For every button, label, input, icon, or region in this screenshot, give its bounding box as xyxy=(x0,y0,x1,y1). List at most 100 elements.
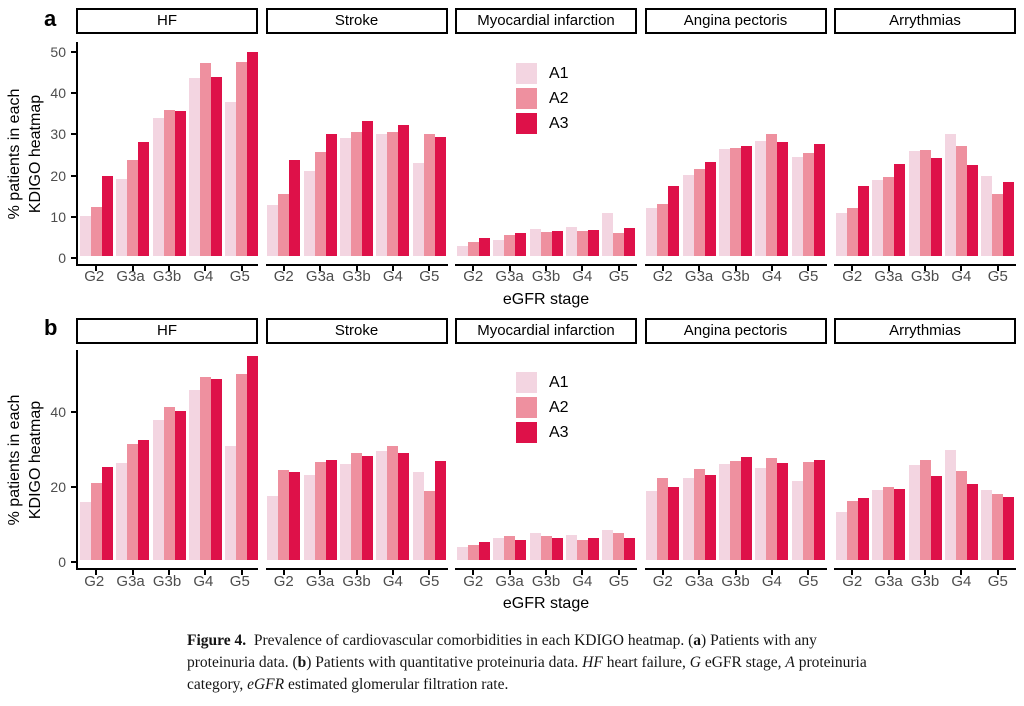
x-tick-mark xyxy=(617,570,620,575)
legend-label-a3: A3 xyxy=(549,423,569,441)
caption-run: estimated glomerular filtration rate. xyxy=(284,676,509,693)
x-tick-mark xyxy=(391,570,394,575)
x-tick-mark xyxy=(807,266,810,271)
bar-a1-g4 xyxy=(755,468,767,560)
caption-run: category, xyxy=(187,676,248,693)
x-tick-labels: G2 G3a G3b G4 G5 xyxy=(834,268,1016,286)
caption-run: Figure 4. xyxy=(187,632,247,649)
bar-a1-g3b xyxy=(908,464,920,560)
caption-run: eGFR stage, xyxy=(700,654,786,671)
x-tick-labels: G2 G3a G3b G4 G5 xyxy=(76,573,258,591)
bar-a1-g4 xyxy=(188,390,200,560)
x-tick-label-g5: G5 xyxy=(229,573,250,590)
x-tick-mark xyxy=(391,266,394,271)
bar-a1-g3a xyxy=(493,239,505,256)
bar-a3-g3b xyxy=(551,230,563,256)
facet-plot-area xyxy=(76,42,259,271)
x-tick-mark xyxy=(472,570,475,575)
bar-a2-g4 xyxy=(387,132,399,256)
facet-strip-label: Stroke xyxy=(265,318,448,344)
x-tick-mark xyxy=(204,266,207,271)
bar-a1-g3a xyxy=(303,171,315,256)
x-tick-mark xyxy=(924,570,926,575)
bar-a1-g5 xyxy=(412,471,424,560)
bar-a1-g5 xyxy=(791,481,803,560)
x-tick-mark xyxy=(355,570,358,575)
bar-a3-g3a xyxy=(515,540,527,560)
bar-a3-g2 xyxy=(289,471,301,560)
bar-a1-g5 xyxy=(981,176,993,256)
x-tick-label-g4: G4 xyxy=(193,268,214,285)
bar-a2-g5 xyxy=(423,134,435,256)
facet-plot-area xyxy=(455,42,637,271)
x-tick-label-g4: G4 xyxy=(572,573,593,590)
bar-a2-g3a xyxy=(883,177,895,256)
bar-a1-g5 xyxy=(225,101,237,256)
facet-panel-arrythmias: Arrythmias G2 G3a G3b G4 G5 xyxy=(834,315,1016,627)
bar-a3-g3b xyxy=(362,455,373,560)
legend-entry-a2: A2 xyxy=(516,397,569,418)
facet-strip-label: HF xyxy=(76,318,258,344)
x-tick-mark xyxy=(887,266,890,271)
bar-a3-g5 xyxy=(624,538,636,560)
bar-a1-g4 xyxy=(565,227,577,256)
x-tick-mark xyxy=(282,570,285,575)
y-tick-mark xyxy=(71,561,76,563)
bar-a2-g3a xyxy=(314,152,326,256)
x-tick-labels: G2 G3a G3b G4 G5 xyxy=(266,268,448,286)
bar-a1-g2 xyxy=(267,495,279,560)
facet-panels: HF G2 G3a G3b G4 G5 Stroke G2 G3a G3b G4 G5 Myocardi… xyxy=(76,315,1016,627)
bar-a1-g3a xyxy=(303,474,315,560)
chart-row-b: b % patients in each KDIGO heatmap 0 20 40 HF… xyxy=(0,315,1024,627)
caption-run: eGFR xyxy=(247,676,285,693)
bar-a3-g3b xyxy=(551,538,563,560)
legend-label-a2: A2 xyxy=(549,398,569,416)
bar-a2-g2 xyxy=(90,482,102,560)
bar-a1-g2 xyxy=(456,546,468,560)
bar-a1-g2 xyxy=(835,512,847,560)
bar-a2-g5 xyxy=(992,494,1004,560)
legend-entry-a1: A1 xyxy=(516,372,569,393)
y-tick-label: 0 xyxy=(58,554,66,570)
bar-a2-g3b xyxy=(730,148,741,256)
bar-a3-g5 xyxy=(813,459,825,560)
bar-a2-g3a xyxy=(127,444,139,560)
x-tick-label-g3b: G3b xyxy=(910,573,940,590)
y-tick-label: 20 xyxy=(50,167,66,184)
figure-caption: Figure 4. Prevalence of cardiovascular c… xyxy=(187,630,877,696)
bar-a2-g4 xyxy=(387,446,399,560)
x-tick-mark xyxy=(319,570,322,575)
bar-a3-g2 xyxy=(668,486,680,560)
x-tick-label-g2: G2 xyxy=(273,268,294,285)
x-tick-label-g5: G5 xyxy=(798,268,819,285)
x-tick-mark xyxy=(240,266,243,271)
bar-a3-g3b xyxy=(174,411,186,560)
x-tick-mark xyxy=(581,266,584,271)
x-tick-mark xyxy=(319,266,322,271)
x-tick-label-g3a: G3a xyxy=(116,573,145,590)
x-tick-labels: G2 G3a G3b G4 G5 xyxy=(455,573,637,591)
x-tick-label-g3a: G3a xyxy=(684,573,714,590)
bar-a1-g2 xyxy=(646,208,658,256)
x-tick-label-g2: G2 xyxy=(652,268,673,285)
x-tick-mark xyxy=(95,266,98,271)
bar-a1-g2 xyxy=(267,205,279,256)
facet-strip-label: Arrythmias xyxy=(834,318,1016,344)
x-tick-label-g4: G4 xyxy=(761,573,782,590)
bar-a2-g2 xyxy=(657,478,669,560)
x-tick-mark xyxy=(168,570,170,575)
bar-a2-g2 xyxy=(846,500,858,560)
facet-panel-angina-pectoris: Angina pectoris G2 G3a G3b G4 G5 xyxy=(644,315,827,627)
legend-swatch-a2 xyxy=(516,88,537,109)
legend-label-a2: A2 xyxy=(549,89,569,107)
x-tick-mark xyxy=(168,266,170,271)
x-tick-labels: G2 G3a G3b G4 G5 xyxy=(645,573,827,591)
facet-strip-label: Angina pectoris xyxy=(644,318,827,344)
x-tick-mark xyxy=(355,266,358,271)
bar-a1-g5 xyxy=(602,530,614,560)
x-tick-label-g5: G5 xyxy=(987,268,1008,285)
bar-a2-g2 xyxy=(467,545,479,560)
bar-a2-g2 xyxy=(278,470,290,560)
facet-strip-label: Stroke xyxy=(265,8,448,34)
bar-a3-g3a xyxy=(138,439,150,560)
